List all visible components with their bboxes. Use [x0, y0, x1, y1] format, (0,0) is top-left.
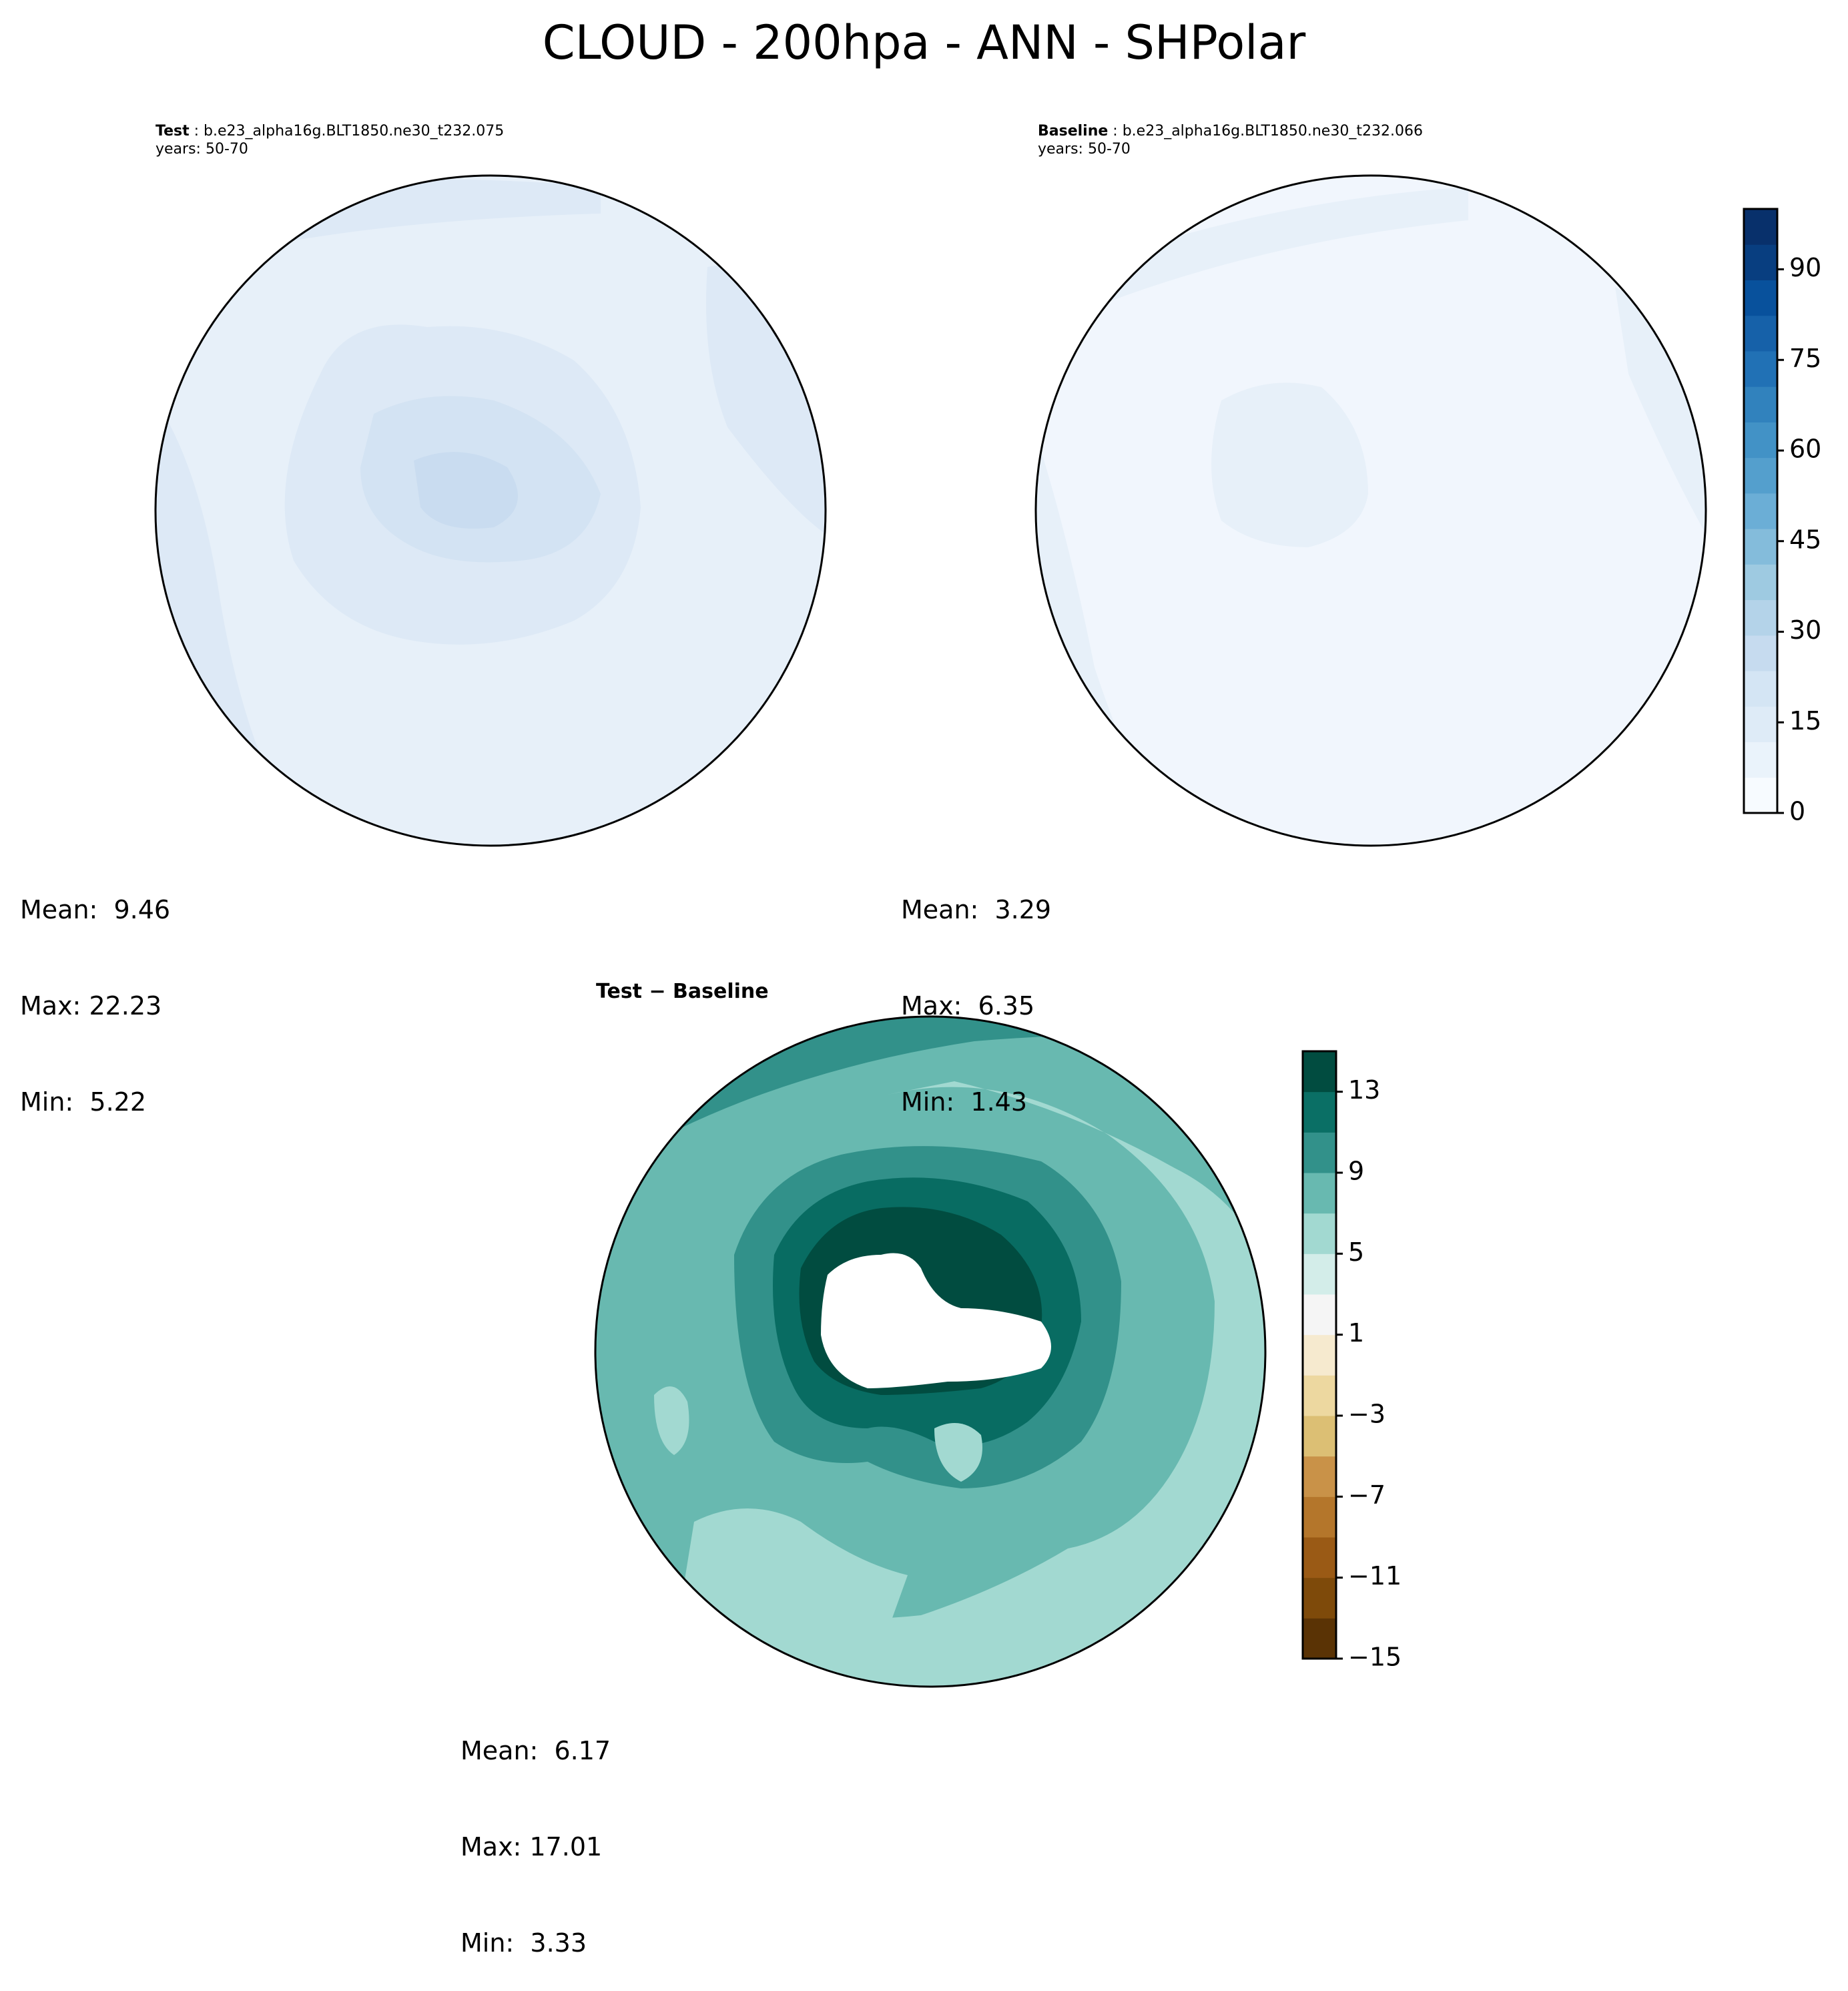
difference-field-light-blob — [934, 1423, 982, 1482]
main-colorbar-segment — [1744, 386, 1777, 422]
baseline-map — [1034, 174, 1707, 847]
baseline-label: Baseline — [1038, 123, 1109, 139]
main-colorbar-segment — [1744, 564, 1777, 601]
test-label: Test — [156, 123, 190, 139]
baseline-stat-mean: Mean: 3.29 — [901, 895, 1052, 924]
difference-colorbar-tick-label: 5 — [1348, 1237, 1364, 1267]
baseline-stat-min: Min: 1.43 — [901, 1087, 1027, 1117]
difference-field-light-east — [694, 1081, 1265, 1687]
main-colorbar-segment — [1744, 244, 1777, 280]
main-colorbar-segment — [1744, 671, 1777, 707]
difference-colorbar-tick-label: 9 — [1348, 1157, 1364, 1186]
difference-colorbar-tick-label: 1 — [1348, 1318, 1364, 1348]
difference-colorbar-segment — [1303, 1334, 1336, 1376]
main-colorbar-segment — [1744, 422, 1777, 459]
difference-stat-min: Min: 3.33 — [460, 1928, 587, 1958]
difference-title: Test − Baseline — [596, 980, 769, 1003]
main-colorbar-tick-label: 75 — [1789, 344, 1821, 373]
baseline-colon: : — [1108, 123, 1123, 139]
difference-colorbar-segment — [1303, 1253, 1336, 1295]
main-colorbar-tick-label: 15 — [1789, 706, 1821, 736]
figure-title: CLOUD - 200hpa - ANN - SHPolar — [542, 15, 1306, 70]
main-colorbar-segment — [1744, 209, 1777, 245]
difference-colorbar-tick-label: −11 — [1348, 1561, 1402, 1591]
main-colorbar-frame — [1743, 208, 1779, 814]
main-colorbar-tick-label: 30 — [1789, 615, 1821, 645]
test-field-polar-3 — [414, 452, 518, 529]
difference-colorbar-segment — [1303, 1577, 1336, 1619]
difference-field-core — [821, 1253, 1051, 1388]
test-years: years: 50-70 — [156, 141, 248, 158]
difference-colorbar-segment — [1303, 1051, 1336, 1093]
test-map — [154, 174, 827, 847]
main-colorbar-segment — [1744, 315, 1777, 352]
difference-stat-mean: Mean: 6.17 — [460, 1736, 611, 1765]
main-colorbar-tick-label: 0 — [1789, 797, 1805, 826]
main-colorbar-segment — [1744, 457, 1777, 494]
difference-colorbar-segment — [1303, 1618, 1336, 1659]
main-colorbar-segment — [1744, 529, 1777, 565]
main-colorbar-segment — [1744, 493, 1777, 529]
difference-stat-max: Max: 17.01 — [460, 1832, 603, 1862]
difference-colorbar-segment — [1303, 1416, 1336, 1457]
difference-stats: Mean: 6.17 Max: 17.01 Min: 3.33 — [460, 1671, 611, 1991]
difference-colorbar-segment — [1303, 1456, 1336, 1497]
difference-colorbar-segment — [1303, 1213, 1336, 1254]
difference-colorbar-segment — [1303, 1375, 1336, 1416]
main-colorbar-segment — [1744, 599, 1777, 636]
difference-colorbar-tick-label: −15 — [1348, 1643, 1402, 1672]
difference-colorbar-segment — [1303, 1132, 1336, 1173]
baseline-field-band-east — [1615, 287, 1706, 534]
main-colorbar: 0 15 30 45 60 75 90 — [1743, 208, 1821, 826]
baseline-stat-max: Max: 6.35 — [901, 991, 1035, 1021]
test-case-name: b.e23_alpha16g.BLT1850.ne30_t232.075 — [204, 123, 505, 139]
difference-colorbar-tick-label: −7 — [1348, 1480, 1385, 1510]
test-stat-max: Max: 22.23 — [20, 991, 162, 1021]
baseline-field-band-north — [1081, 187, 1468, 307]
maps-canvas: 0 15 30 45 60 75 90 13 9 5 1 −3 −7 −11 −15 — [154, 174, 1821, 1688]
main-colorbar-segment — [1744, 350, 1777, 387]
baseline-field-polar — [1211, 382, 1368, 547]
main-colorbar-segment — [1744, 280, 1777, 316]
difference-colorbar-tick-label: −3 — [1348, 1400, 1385, 1429]
main-colorbar-segment — [1744, 706, 1777, 743]
difference-colorbar-frame — [1301, 1050, 1337, 1660]
difference-colorbar: 13 9 5 1 −3 −7 −11 −15 — [1301, 1050, 1402, 1672]
baseline-header: Baseline : b.e23_alpha16g.BLT1850.ne30_t… — [1038, 122, 1423, 140]
difference-colorbar-segment — [1303, 1091, 1336, 1133]
baseline-stats: Mean: 3.29 Max: 6.35 Min: 1.43 — [901, 830, 1051, 1150]
difference-field-light-west — [654, 1386, 689, 1455]
difference-colorbar-segment — [1303, 1173, 1336, 1214]
main-colorbar-segment — [1744, 742, 1777, 778]
baseline-map-boundary — [1034, 174, 1707, 847]
difference-colorbar-segment — [1303, 1294, 1336, 1336]
main-colorbar-segment — [1744, 635, 1777, 671]
difference-colorbar-tick-label: 13 — [1348, 1075, 1380, 1105]
main-colorbar-tick-label: 90 — [1789, 253, 1821, 282]
baseline-case-name: b.e23_alpha16g.BLT1850.ne30_t232.066 — [1122, 123, 1423, 139]
main-colorbar-tick-label: 60 — [1789, 435, 1821, 464]
test-stat-min: Min: 5.22 — [20, 1087, 146, 1117]
test-map-boundary — [154, 174, 827, 847]
difference-map — [594, 1015, 1267, 1688]
test-header: Test : b.e23_alpha16g.BLT1850.ne30_t232.… — [156, 122, 504, 140]
difference-colorbar-segment — [1303, 1537, 1336, 1579]
main-colorbar-segment — [1744, 777, 1777, 814]
test-colon: : — [189, 123, 204, 139]
main-colorbar-tick-label: 45 — [1789, 525, 1821, 554]
test-stat-mean: Mean: 9.46 — [20, 895, 171, 924]
test-stats: Mean: 9.46 Max: 22.23 Min: 5.22 — [20, 830, 170, 1150]
difference-map-boundary — [594, 1015, 1267, 1688]
difference-colorbar-segment — [1303, 1496, 1336, 1538]
baseline-years: years: 50-70 — [1038, 141, 1131, 158]
